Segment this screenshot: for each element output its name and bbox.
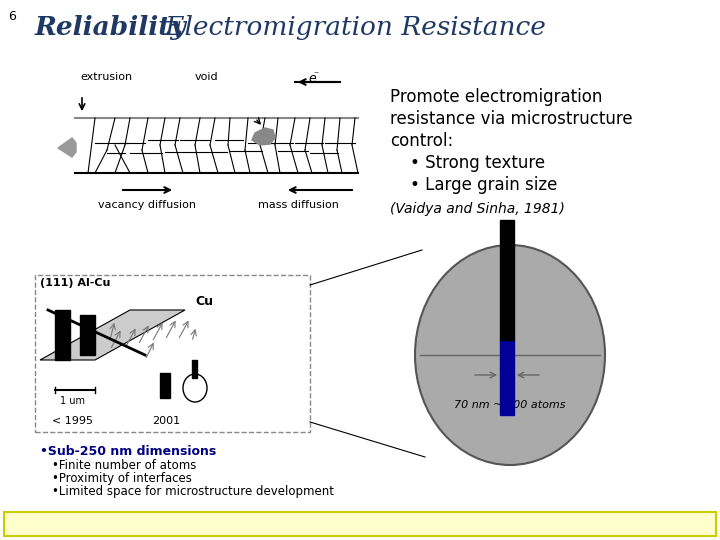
Polygon shape [80, 315, 95, 355]
Text: Electromigration: Electromigration [12, 517, 129, 530]
Text: control:: control: [390, 132, 454, 150]
Text: •Sub-250 nm dimensions: •Sub-250 nm dimensions [40, 445, 216, 458]
Bar [500, 220, 514, 340]
Polygon shape [55, 310, 70, 360]
Bar [160, 373, 170, 398]
Text: Reliability: Reliability [35, 15, 186, 40]
Text: vacancy diffusion: vacancy diffusion [98, 200, 196, 210]
Text: •Finite number of atoms: •Finite number of atoms [52, 459, 197, 472]
Text: mass diffusion: mass diffusion [258, 200, 339, 210]
Text: PolePlot: PolePlot [430, 517, 480, 530]
Text: 1 um: 1 um [60, 396, 85, 406]
Polygon shape [40, 310, 185, 360]
Text: < 1995: < 1995 [52, 416, 93, 426]
Bar [4, 512, 716, 536]
Polygon shape [252, 128, 275, 145]
Text: • Large grain size: • Large grain size [410, 176, 557, 194]
Text: Weak: Weak [148, 517, 182, 530]
Text: e: e [308, 72, 316, 85]
Text: resistance via microstructure: resistance via microstructure [390, 110, 633, 128]
Bar [192, 360, 197, 378]
Text: VolumeFraction: VolumeFraction [318, 517, 415, 530]
Ellipse shape [415, 245, 605, 465]
Text: ⁻: ⁻ [313, 70, 318, 80]
Text: Strong: Strong [205, 517, 246, 530]
Bar [35, 275, 310, 432]
Text: IPF: IPF [263, 517, 282, 530]
Text: (111) Al-Cu: (111) Al-Cu [40, 278, 110, 288]
Text: Deconvolution: Deconvolution [515, 517, 605, 530]
Ellipse shape [183, 374, 207, 402]
Text: : Electromigration Resistance: : Electromigration Resistance [148, 15, 546, 40]
Text: 70 nm ~ 500 atoms: 70 nm ~ 500 atoms [454, 400, 566, 410]
Polygon shape [58, 138, 76, 157]
Text: • Strong texture: • Strong texture [410, 154, 545, 172]
Text: •Limited space for microstructure development: •Limited space for microstructure develo… [52, 485, 334, 498]
Text: (Vaidya and Sinha, 1981): (Vaidya and Sinha, 1981) [390, 202, 565, 216]
Text: Promote electromigration: Promote electromigration [390, 88, 603, 106]
Bar [500, 340, 514, 415]
Text: extrusion: extrusion [80, 72, 132, 82]
Text: •Proximity of interfaces: •Proximity of interfaces [52, 472, 192, 485]
Text: 2001: 2001 [152, 416, 180, 426]
Text: void: void [195, 72, 219, 82]
Text: Cu: Cu [195, 295, 213, 308]
Text: 6: 6 [8, 10, 16, 23]
